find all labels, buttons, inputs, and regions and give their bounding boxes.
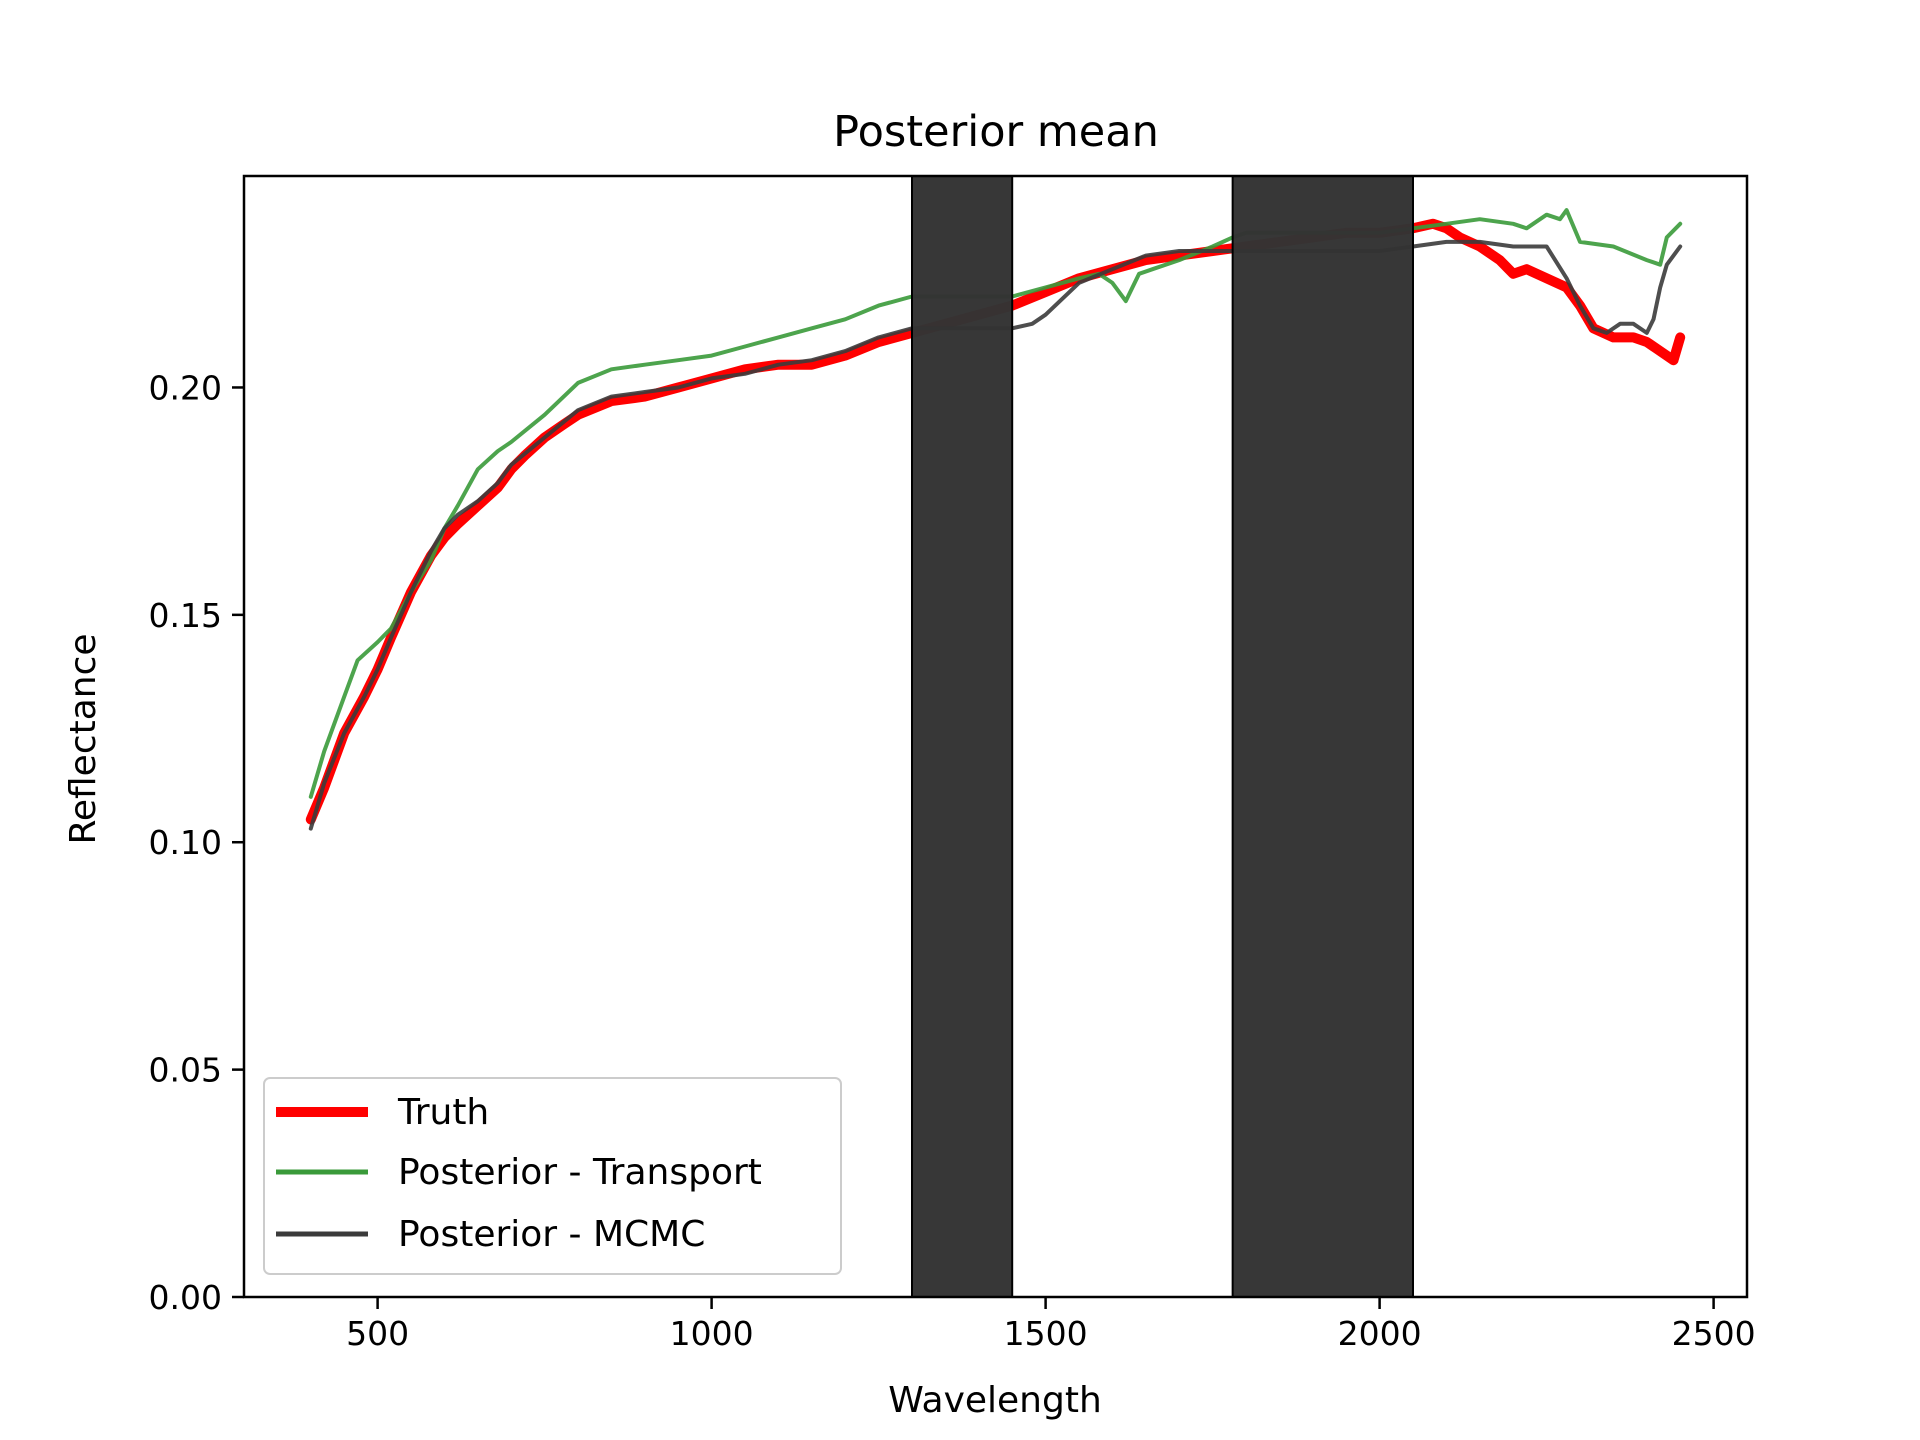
plot-frame (242, 174, 1749, 1299)
shaded-region-1 (911, 175, 1014, 1298)
y-tick-label: 0.15 (149, 596, 222, 635)
y-tick-label: 0.10 (149, 823, 222, 862)
y-axis: 0.00 0.05 0.10 0.15 0.20 (149, 368, 244, 1317)
y-axis-label: Reflectance (63, 633, 104, 844)
legend: Truth Posterior - Transport Posterior - … (263, 1077, 842, 1275)
legend-label-truth: Truth (397, 1092, 489, 1133)
y-tick-label: 0.05 (149, 1051, 222, 1090)
legend-label-transport: Posterior - Transport (398, 1152, 762, 1193)
x-tick-label: 2000 (1338, 1314, 1422, 1353)
x-tick-label: 2500 (1672, 1314, 1756, 1353)
chart-title: Posterior mean (833, 107, 1159, 157)
y-tick-label: 0.00 (149, 1278, 222, 1317)
legend-label-mcmc: Posterior - MCMC (398, 1214, 705, 1255)
shaded-region-2 (1231, 175, 1415, 1298)
x-tick-label: 1500 (1004, 1314, 1088, 1353)
x-axis: 500 1000 1500 2000 2500 (346, 1297, 1756, 1353)
plot-area (305, 175, 1686, 1298)
x-tick-label: 500 (346, 1314, 409, 1353)
series-line-2 (308, 208, 1683, 799)
y-tick-label: 0.20 (149, 368, 222, 407)
legend-box (263, 1077, 842, 1275)
series-line-3 (308, 239, 1683, 831)
x-tick-label: 1000 (670, 1314, 754, 1353)
x-axis-label: Wavelength (888, 1380, 1102, 1421)
